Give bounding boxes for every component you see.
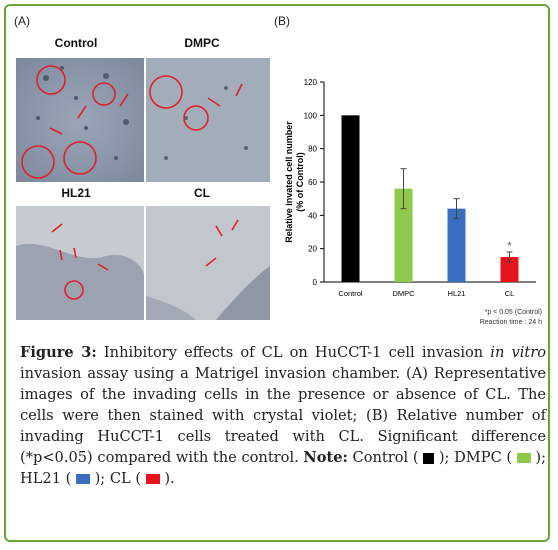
micro-title-control: Control	[54, 36, 98, 50]
caption-text-2: invasion assay using a Matrigel invasion…	[20, 365, 546, 466]
bar-hl21	[447, 208, 466, 282]
micro-title-cl: CL	[194, 186, 210, 200]
micrograph-control	[16, 58, 144, 182]
bar-cl	[500, 257, 519, 282]
caption-text-1: Inhibitory effects of CL on HuCCT-1 cell…	[96, 344, 491, 361]
micrograph-dmpc	[146, 58, 270, 182]
micrograph-cl	[146, 206, 270, 320]
footnote-significance: *p < 0.05 (Control)	[485, 309, 542, 316]
panel-a-label: (A)	[14, 14, 30, 28]
figure-frame: (A) (B) Control DMPC HL21 CL	[4, 4, 550, 542]
caption-figure-label: Figure 3:	[20, 344, 97, 361]
y-tick-label: 120	[304, 78, 318, 87]
y-axis-label-line2: (% of Control)	[295, 152, 305, 211]
legend-control-swatch	[423, 452, 435, 464]
x-tick-label: CL	[505, 289, 515, 298]
y-axis-label-line1: Relative invated cell number	[284, 121, 294, 243]
legend-cl-text: ); CL (	[89, 470, 146, 487]
legend-control-text: Control (	[347, 449, 424, 466]
panel-b-label: (B)	[274, 14, 290, 28]
legend-hl21-swatch	[75, 474, 90, 484]
caption-in-vitro: in vitro	[490, 344, 546, 361]
legend-dmpc-text: ); DMPC (	[434, 449, 517, 466]
bar-dmpc	[394, 188, 413, 282]
micro-title-dmpc: DMPC	[184, 36, 220, 50]
y-tick-label: 60	[308, 178, 317, 187]
x-tick-label: HL21	[448, 289, 466, 298]
y-tick-label: 40	[308, 211, 317, 220]
footnote-reaction-time: Reaction time : 24 h	[480, 319, 542, 326]
legend-end-text: ).	[159, 470, 175, 487]
bar-control	[341, 115, 360, 282]
y-tick-label: 0	[313, 278, 318, 287]
legend-dmpc-swatch	[516, 453, 531, 463]
bar-chart: 0 20 40 60 80 100 120 Relative invated cell num…	[284, 78, 542, 326]
legend-cl-swatch	[145, 474, 160, 484]
y-tick-label: 20	[308, 245, 317, 254]
x-tick-label: DMPC	[392, 289, 415, 298]
y-tick-label: 80	[308, 145, 317, 154]
legend-hl21-text: ); HL21 (	[20, 449, 546, 487]
x-tick-label: Control	[338, 289, 363, 298]
figure-caption: Figure 3: Inhibitory effects of CL on Hu…	[20, 342, 546, 489]
micro-title-hl21: HL21	[61, 186, 91, 200]
micrograph-hl21	[16, 206, 144, 320]
significance-star: *	[507, 240, 512, 252]
y-tick-label: 100	[304, 111, 318, 120]
caption-note-label: Note:	[303, 449, 348, 466]
